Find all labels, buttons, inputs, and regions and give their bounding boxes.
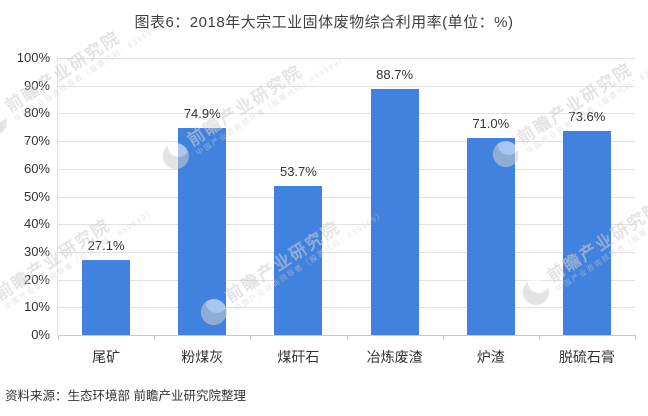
x-axis-tick [538, 335, 540, 340]
gridline [58, 85, 635, 87]
gridline [58, 251, 635, 253]
x-axis-tick [154, 335, 156, 340]
y-axis-label: 80% [23, 105, 50, 121]
gridline [58, 113, 635, 115]
bar-value-label: 88.7% [376, 67, 414, 83]
gridline [58, 307, 635, 309]
x-axis-label: 脱硫石膏 [558, 349, 615, 365]
y-axis-label: 40% [23, 216, 50, 232]
y-axis-line [57, 58, 58, 335]
bar-value-label: 53.7% [279, 164, 317, 180]
y-axis-label: 90% [23, 77, 50, 93]
bar-脱硫石膏 [562, 131, 611, 335]
y-axis-label: 100% [16, 50, 50, 65]
bar-value-label: 73.6% [568, 109, 606, 125]
bar-粉煤灰 [178, 127, 227, 335]
x-axis-tick [250, 335, 252, 340]
y-axis-label: 50% [23, 188, 50, 204]
bar-尾矿 [82, 259, 131, 335]
plot-area: 0% 10% 20% 30% 40% 50% 60% 70% 80% 90% 100% 27.1% 7… [17, 50, 636, 365]
x-axis-tick [635, 335, 636, 340]
y-axis-label: 10% [23, 299, 50, 315]
gridline [58, 279, 635, 281]
bar-炉渣 [466, 138, 515, 335]
bar-value-label: 74.9% [183, 105, 221, 121]
bar-冶炼废渣 [370, 89, 419, 335]
gridline [58, 168, 635, 170]
gridline [58, 141, 635, 143]
bar-煤矸石 [274, 186, 323, 335]
x-axis-tick [346, 335, 348, 340]
gridline [58, 58, 635, 59]
x-axis-label: 尾矿 [92, 349, 121, 365]
bar-value-label: 71.0% [472, 116, 510, 132]
gridline [58, 196, 635, 198]
x-axis-label: 粉煤灰 [181, 349, 224, 365]
source-note: 资料来源：生态环境部 前瞻产业研究院整理 [5, 389, 246, 403]
x-axis-tick [58, 335, 59, 340]
bar-value-label: 27.1% [87, 237, 125, 253]
y-axis-label: 20% [23, 271, 50, 287]
x-axis-tick [442, 335, 444, 340]
y-axis-label: 0% [31, 327, 50, 342]
gridline [58, 224, 635, 226]
y-axis-label: 30% [23, 243, 50, 259]
chart-title: 图表6：2018年大宗工业固体废物综合利用率(单位：%) [134, 14, 514, 31]
y-axis-label: 70% [23, 133, 50, 149]
x-axis-label: 煤矸石 [277, 349, 320, 365]
x-axis-label: 炉渣 [476, 349, 505, 365]
y-axis-label: 60% [23, 160, 50, 176]
x-axis-label: 冶炼废渣 [366, 349, 423, 365]
